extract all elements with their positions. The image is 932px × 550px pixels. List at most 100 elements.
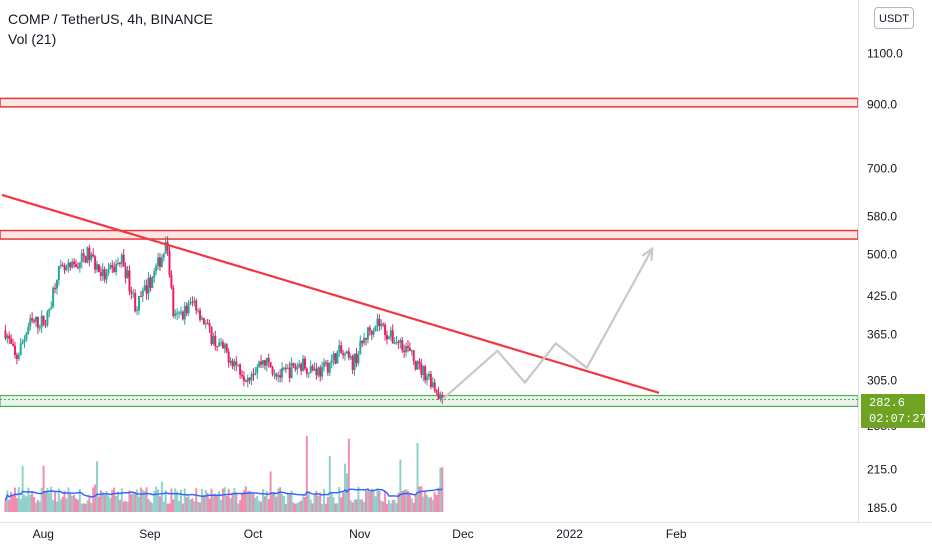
price-tick-label: 500.0 bbox=[867, 247, 897, 261]
candle-body bbox=[31, 318, 34, 321]
candle-body bbox=[408, 347, 411, 351]
candle-body bbox=[206, 323, 209, 325]
candle-body bbox=[241, 374, 244, 377]
volume-bar bbox=[54, 491, 57, 512]
time-axis: Aug Sep Oct Nov Dec 2022 Feb bbox=[0, 522, 932, 541]
volume-bar bbox=[288, 494, 291, 512]
volume-bar bbox=[218, 491, 221, 512]
candle-body bbox=[315, 368, 318, 376]
volume-bar bbox=[242, 490, 245, 512]
candle-body bbox=[311, 366, 314, 371]
volume-bar bbox=[178, 501, 181, 512]
candle-body bbox=[149, 277, 152, 288]
volume-bar bbox=[128, 490, 131, 512]
volume-bar bbox=[374, 496, 377, 512]
candle-body bbox=[21, 341, 24, 344]
volume-bar bbox=[380, 500, 383, 512]
volume-indicator-label[interactable]: Vol (21) bbox=[8, 31, 57, 47]
volume-bar bbox=[67, 487, 70, 512]
candle-body bbox=[355, 353, 358, 364]
volume-bar bbox=[319, 492, 322, 512]
candle-body bbox=[23, 339, 26, 342]
candle-body bbox=[75, 264, 78, 268]
volume-bar bbox=[389, 503, 392, 512]
candle-body bbox=[340, 345, 343, 354]
candle-body bbox=[328, 362, 331, 373]
candle-body bbox=[122, 254, 125, 267]
candle-body bbox=[96, 264, 99, 270]
candle-body bbox=[33, 320, 36, 322]
candle-body bbox=[137, 296, 140, 311]
candle-body bbox=[284, 367, 287, 369]
volume-bar bbox=[334, 503, 337, 512]
volume-bar bbox=[385, 503, 388, 512]
volume-bar bbox=[405, 489, 408, 512]
candle-body bbox=[82, 253, 85, 257]
candle-body bbox=[151, 277, 154, 288]
candle-body bbox=[292, 363, 295, 366]
candle-body bbox=[239, 364, 242, 375]
candle-body bbox=[158, 257, 161, 267]
candle-body bbox=[384, 324, 387, 336]
candle-body bbox=[208, 323, 211, 327]
volume-bar bbox=[281, 493, 284, 512]
volume-bar bbox=[59, 499, 62, 512]
symbol-title[interactable]: COMP / TetherUS, 4h, BINANCE bbox=[8, 11, 213, 27]
candle-body bbox=[97, 264, 100, 273]
candle-body bbox=[395, 342, 398, 344]
candle-body bbox=[168, 250, 171, 276]
volume-bar bbox=[181, 503, 184, 512]
volume-bar bbox=[368, 492, 371, 512]
volume-bar bbox=[46, 487, 49, 512]
volume-bar bbox=[279, 487, 282, 512]
volume-bar bbox=[44, 491, 47, 512]
candle-body bbox=[61, 264, 64, 266]
candle-body bbox=[246, 377, 249, 382]
candle-body bbox=[105, 273, 108, 280]
candle-body bbox=[336, 351, 339, 364]
candle-body bbox=[147, 277, 150, 294]
candle-body bbox=[357, 354, 360, 364]
volume-bar bbox=[88, 496, 91, 512]
volume-bar bbox=[366, 488, 369, 512]
price-tick-label: 900.0 bbox=[867, 98, 897, 112]
volume-bar bbox=[420, 486, 423, 512]
price-tick-label: 185.0 bbox=[867, 501, 897, 515]
volume-bar bbox=[31, 491, 34, 512]
volume-bar bbox=[25, 496, 28, 512]
volume-bar bbox=[48, 492, 51, 512]
candle-body bbox=[99, 272, 102, 276]
candle-body bbox=[225, 344, 228, 352]
volume-bar bbox=[199, 502, 202, 512]
candle-body bbox=[67, 262, 70, 268]
volume-bar bbox=[174, 488, 177, 512]
volume-bar bbox=[191, 498, 194, 512]
volume-bar bbox=[195, 488, 198, 512]
volume-bar bbox=[111, 489, 114, 512]
candles bbox=[4, 236, 444, 405]
currency-button[interactable]: USDT bbox=[874, 7, 914, 29]
candle-body bbox=[157, 257, 160, 266]
volume-bar bbox=[116, 491, 119, 512]
candle-body bbox=[365, 337, 368, 340]
candle-body bbox=[307, 373, 310, 375]
candle-body bbox=[422, 366, 425, 375]
candle-body bbox=[427, 374, 430, 377]
volume-bar bbox=[155, 486, 158, 512]
candle-body bbox=[294, 365, 297, 370]
volume-bar bbox=[15, 498, 18, 512]
volume-bar bbox=[410, 498, 413, 512]
volume-bar bbox=[254, 497, 257, 512]
candle-body bbox=[94, 256, 97, 270]
volume-bar bbox=[382, 501, 385, 512]
volume-bar bbox=[21, 465, 24, 512]
volume-bar bbox=[359, 499, 362, 512]
candle-body bbox=[376, 318, 379, 327]
candle-body bbox=[101, 269, 104, 276]
time-tick-label: 2022 bbox=[556, 527, 583, 541]
candle-body bbox=[403, 350, 406, 353]
volume-bar bbox=[65, 498, 68, 512]
volume-bar bbox=[27, 487, 30, 512]
volume-bar bbox=[321, 503, 324, 512]
